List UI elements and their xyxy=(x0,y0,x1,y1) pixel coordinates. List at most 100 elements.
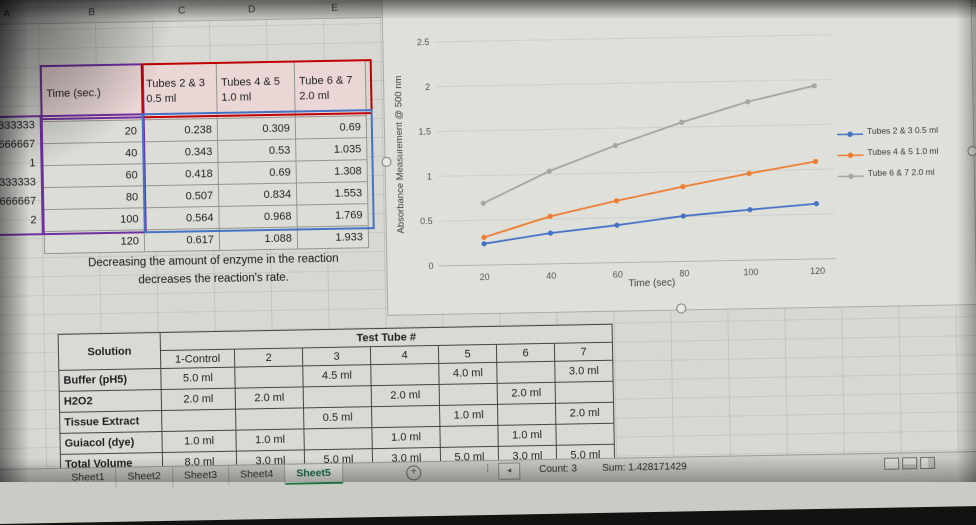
chart-title: Chart Title xyxy=(382,0,970,7)
cell[interactable] xyxy=(236,408,304,430)
tube-header-4[interactable]: 4 xyxy=(370,345,438,364)
chart-selection-handle[interactable] xyxy=(676,303,686,313)
cell[interactable]: 0.53 xyxy=(218,139,296,162)
cell[interactable]: 1.666667 xyxy=(0,192,39,212)
cell[interactable]: 0.834 xyxy=(218,183,296,206)
cell[interactable]: 1.035 xyxy=(296,138,367,161)
tab-sheet4[interactable]: Sheet4 xyxy=(229,465,286,486)
chart-selection-handle[interactable] xyxy=(967,146,976,156)
header-time-cell[interactable]: Time (sec.) xyxy=(41,65,142,122)
normal-view-icon[interactable] xyxy=(884,458,899,470)
column-header-d[interactable]: D xyxy=(243,4,261,15)
cell[interactable]: 2.0 ml xyxy=(497,382,555,404)
tube-header-3[interactable]: 3 xyxy=(302,347,370,366)
tab-sheet1[interactable]: Sheet1 xyxy=(60,468,117,489)
sheet-scroll-left-button[interactable]: ◂ xyxy=(498,462,520,479)
cell[interactable] xyxy=(555,381,613,403)
cell[interactable]: 0.507 xyxy=(143,184,218,207)
series-line-marker-icon xyxy=(837,147,863,157)
tab-sheet3[interactable]: Sheet3 xyxy=(173,466,230,487)
svg-text:0.5: 0.5 xyxy=(420,216,433,226)
new-sheet-button[interactable]: + xyxy=(406,465,421,480)
cell[interactable]: 2 xyxy=(0,211,40,231)
chart[interactable]: Chart Title Absorbance Measurement @ 500… xyxy=(381,0,976,316)
cell[interactable]: 2.0 ml xyxy=(161,388,235,410)
cell[interactable]: 3.0 ml xyxy=(555,360,613,382)
row-label-buffer[interactable]: Buffer (pH5) xyxy=(59,369,161,392)
cell[interactable] xyxy=(439,383,497,405)
cell[interactable] xyxy=(497,403,555,425)
tube-header-5[interactable]: 5 xyxy=(438,344,496,363)
cell[interactable]: 120 xyxy=(44,230,144,254)
cell[interactable]: 1.933 xyxy=(297,226,368,249)
tube-header-6[interactable]: 6 xyxy=(496,343,554,362)
cell[interactable]: 1.0 ml xyxy=(440,404,498,426)
cell[interactable]: 2.0 ml xyxy=(371,384,439,406)
solution-corner-cell[interactable]: Solution xyxy=(58,333,161,371)
cell[interactable]: 0.5 ml xyxy=(304,407,372,429)
cell[interactable]: 1.088 xyxy=(219,227,297,250)
header-tube-6-7-cell[interactable]: Tube 6 & 7 2.0 ml xyxy=(294,61,366,117)
cell[interactable]: 1.0 ml xyxy=(372,426,440,448)
cell[interactable]: 100 xyxy=(44,208,144,232)
tab-splitter-handle[interactable]: ⁞ xyxy=(486,463,489,475)
legend-label: Tubes 2 & 3 0.5 ml xyxy=(867,125,938,136)
cell[interactable]: 0.968 xyxy=(219,205,297,228)
tab-sheet2[interactable]: Sheet2 xyxy=(116,467,173,488)
cell[interactable]: 0.69 xyxy=(295,116,366,139)
row-label-tissue-extract[interactable]: Tissue Extract xyxy=(60,411,162,434)
column-header-a[interactable]: A xyxy=(0,9,16,20)
tube-header-7[interactable]: 7 xyxy=(554,342,612,361)
header-tubes-4-5-cell[interactable]: Tubes 4 & 5 1.0 ml xyxy=(216,62,295,118)
cell[interactable]: .333333 xyxy=(0,116,38,136)
cell[interactable]: 0.309 xyxy=(217,117,295,140)
cell[interactable]: 60 xyxy=(43,164,143,188)
cell[interactable]: 0.564 xyxy=(144,206,219,229)
tube-header-2[interactable]: 2 xyxy=(234,348,302,367)
page-layout-view-icon[interactable] xyxy=(902,457,917,469)
column-header-e[interactable]: E xyxy=(326,3,344,14)
cell[interactable]: 20 xyxy=(42,120,142,144)
cell[interactable] xyxy=(235,366,303,388)
cell[interactable]: 40 xyxy=(43,142,143,166)
page-break-view-icon[interactable] xyxy=(920,457,935,469)
cell[interactable]: 0.69 xyxy=(218,161,296,184)
chart-selection-handle[interactable] xyxy=(381,157,391,167)
row-label-h2o2[interactable]: H2O2 xyxy=(59,390,161,413)
cell[interactable]: .333333 xyxy=(0,173,39,193)
cell[interactable] xyxy=(497,361,555,383)
cell[interactable] xyxy=(371,363,439,385)
cell[interactable]: 1.769 xyxy=(297,204,368,227)
cell[interactable] xyxy=(556,423,614,445)
cell[interactable]: 2.0 ml xyxy=(235,387,303,409)
cell[interactable] xyxy=(162,409,236,431)
cell[interactable]: 0.418 xyxy=(143,162,218,185)
series-line-marker-icon xyxy=(838,168,864,178)
cell[interactable] xyxy=(440,425,498,447)
cell[interactable] xyxy=(304,428,372,450)
cell[interactable]: 1 xyxy=(0,154,39,174)
cell[interactable]: 0.238 xyxy=(142,118,217,141)
cell[interactable]: 1.308 xyxy=(296,160,367,183)
cell[interactable]: 1.0 ml xyxy=(498,424,556,446)
svg-text:0: 0 xyxy=(428,261,433,271)
header-tubes-2-3-cell[interactable]: Tubes 2 & 3 0.5 ml xyxy=(141,63,217,119)
row-label-guiacol[interactable]: Guiacol (dye) xyxy=(60,432,162,455)
column-header-b[interactable]: B xyxy=(83,7,101,18)
cell[interactable]: 5.0 ml xyxy=(161,367,235,389)
cell[interactable] xyxy=(303,386,371,408)
column-header-c[interactable]: C xyxy=(173,5,191,16)
cell[interactable]: 1.553 xyxy=(296,182,367,205)
cell[interactable]: 2.0 ml xyxy=(555,402,613,424)
cell[interactable]: 1.0 ml xyxy=(236,429,304,451)
cell[interactable]: 1.0 ml xyxy=(162,430,236,452)
cell[interactable]: 4.5 ml xyxy=(303,365,371,387)
cell[interactable]: 0.617 xyxy=(144,228,219,251)
cell[interactable] xyxy=(372,405,440,427)
cell[interactable]: .666667 xyxy=(0,135,38,155)
cell[interactable]: 80 xyxy=(43,186,143,210)
cell[interactable]: 0.343 xyxy=(143,140,218,163)
cell[interactable]: 4.0 ml xyxy=(439,362,497,384)
tube-header-1-control[interactable]: 1-Control xyxy=(160,349,234,368)
series-line-marker-icon xyxy=(837,126,863,136)
